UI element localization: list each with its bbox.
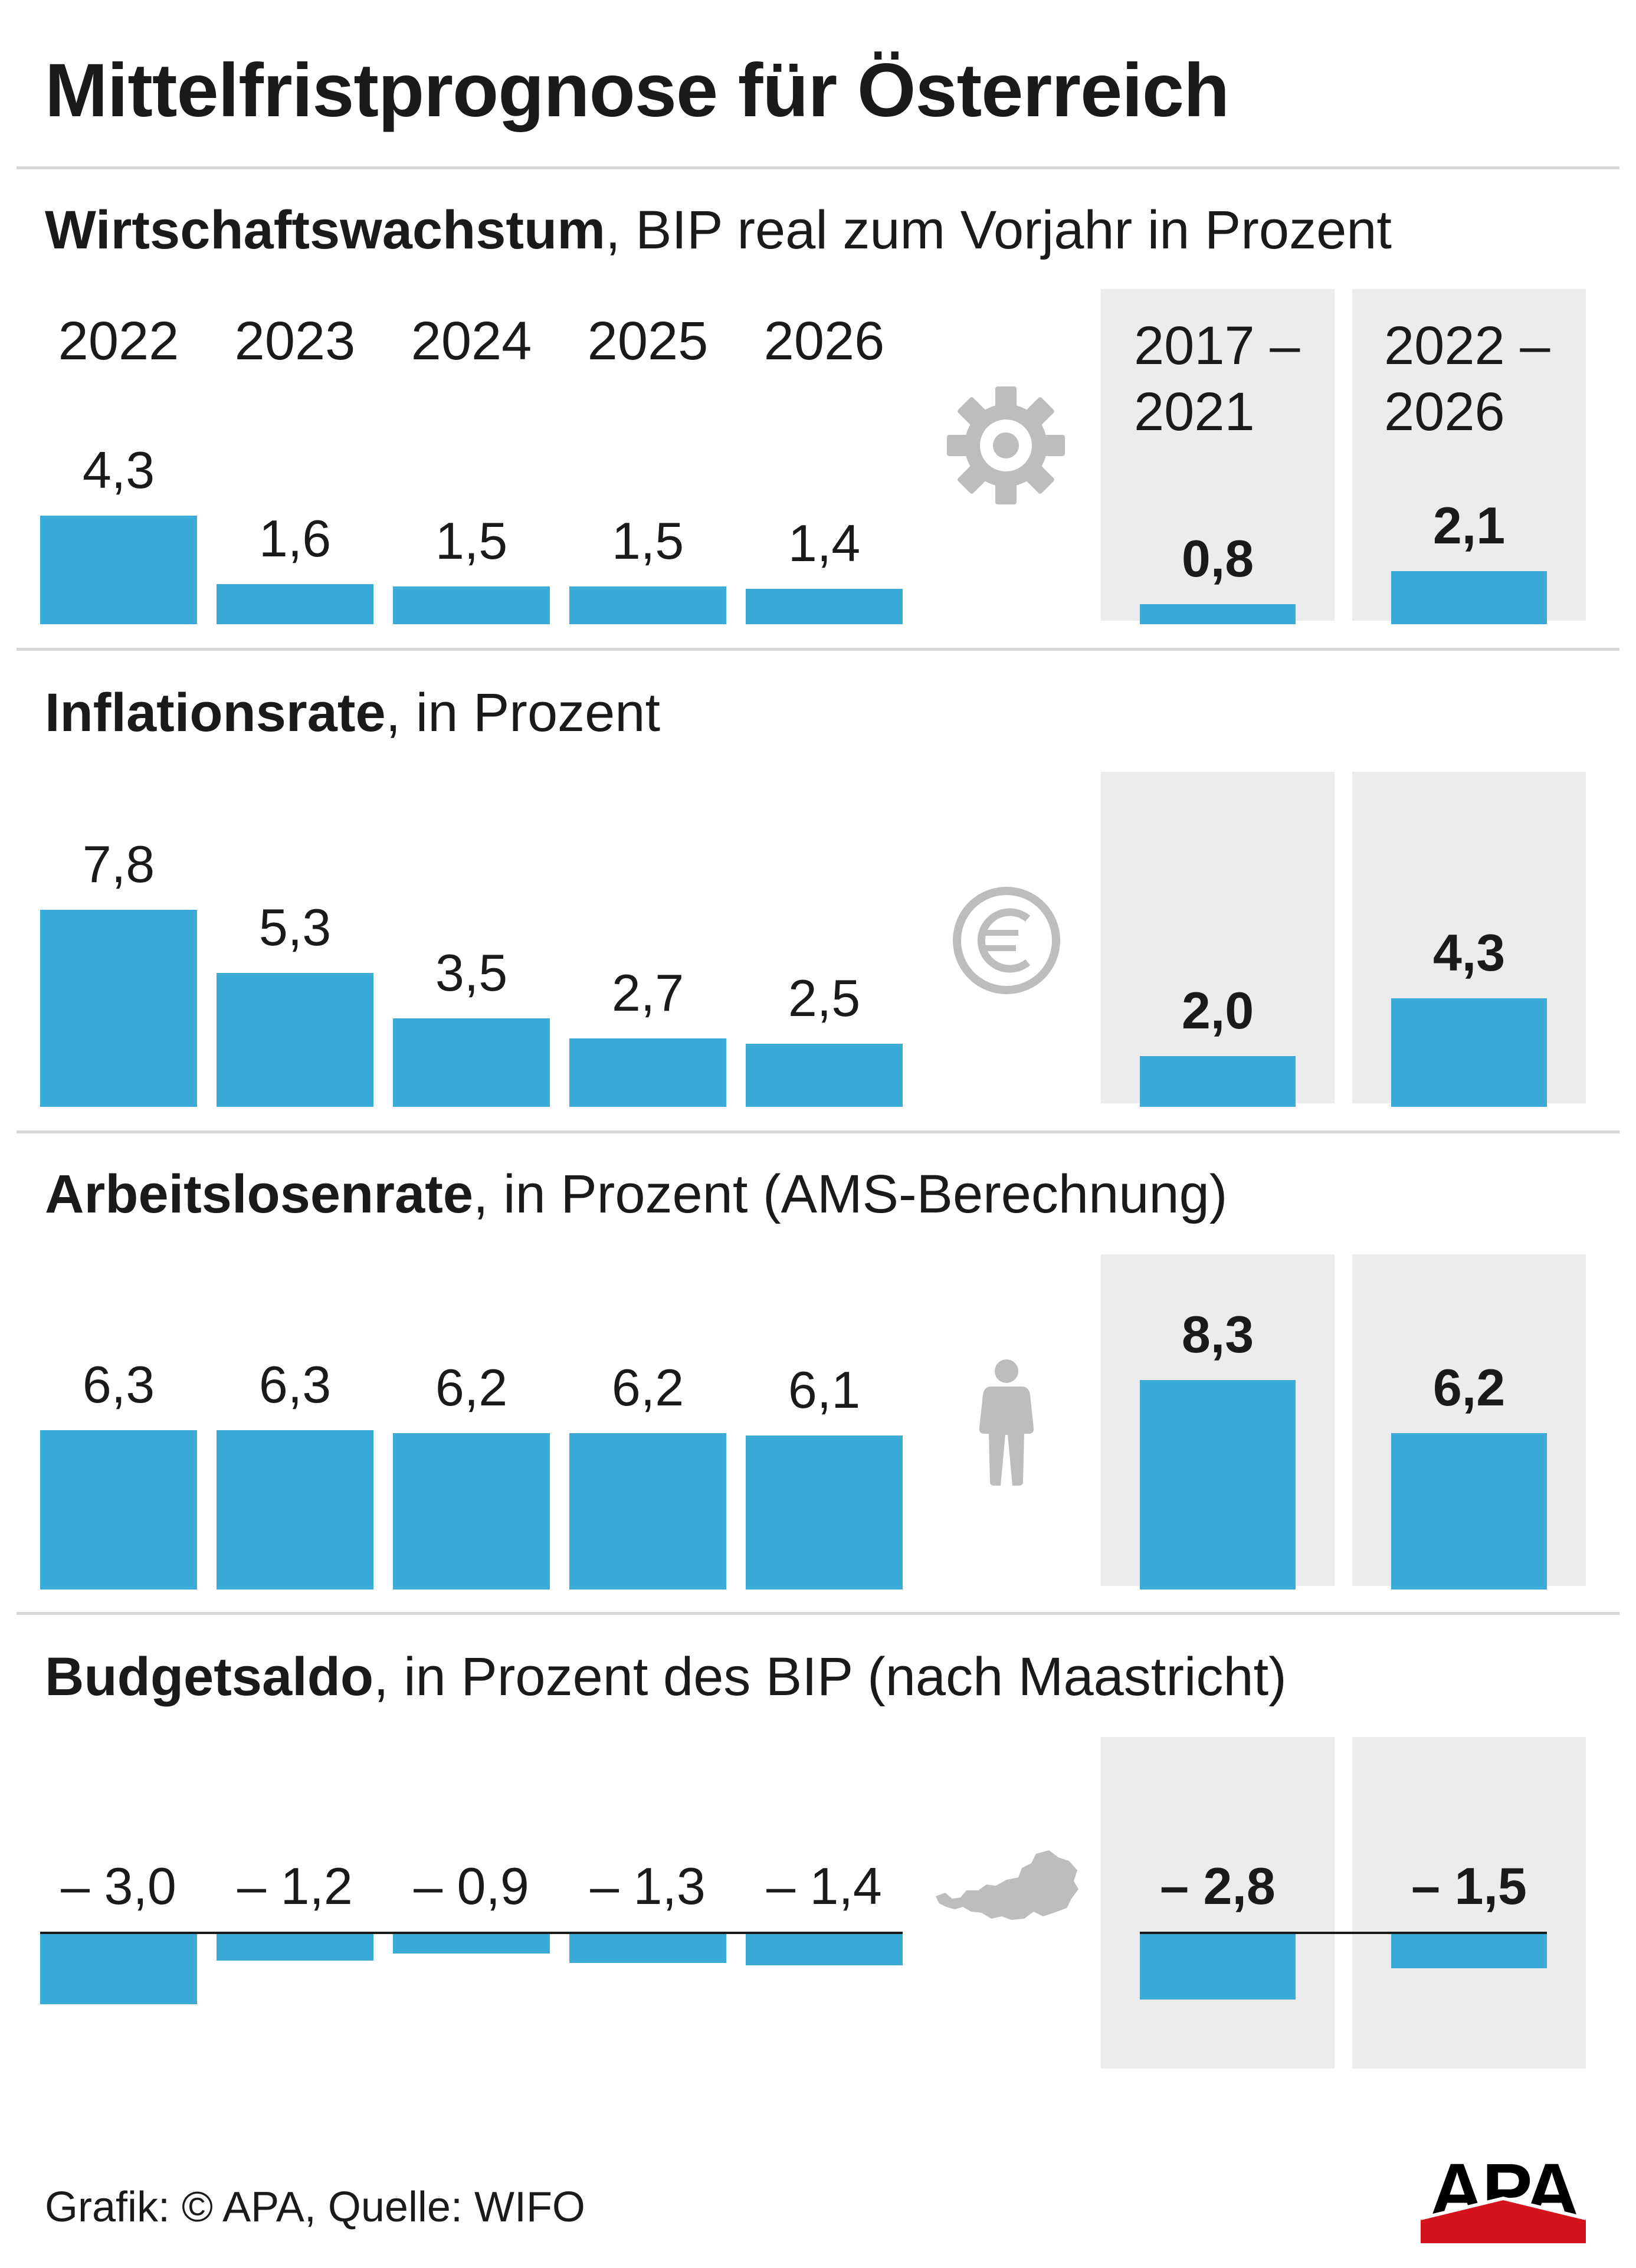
- bar-growth-2026-label: 1,4: [788, 514, 861, 572]
- bar-unemployment-2025-label: 6,2: [611, 1358, 684, 1417]
- bar-inflation-period-2: [1391, 998, 1547, 1107]
- bar-unemployment-2023-label: 6,3: [258, 1355, 332, 1414]
- period-label-line: 2021: [1134, 382, 1255, 442]
- period-label-2017-2021: 2017 – 2021: [1134, 313, 1300, 445]
- period-panel: [1352, 1737, 1586, 2069]
- bar-unemployment-2026-label: 6,1: [788, 1361, 861, 1419]
- bar-growth-2024-label: 1,5: [435, 512, 508, 570]
- bar-inflation-2022-label: 7,8: [82, 835, 155, 893]
- gear-icon: [947, 386, 1065, 504]
- heading-rest: , BIP real zum Vorjahr in Prozent: [605, 200, 1392, 260]
- bar-inflation-2022: [40, 910, 197, 1107]
- heading-bold: Inflationsrate: [45, 683, 386, 743]
- section-heading-inflation: Inflationsrate, in Prozent: [45, 682, 660, 744]
- bar-unemployment-2025: [569, 1433, 726, 1589]
- bar-inflation-2025: [569, 1038, 726, 1107]
- period-label-line: 2026: [1384, 382, 1505, 442]
- bar-unemployment-2024-label: 6,2: [435, 1358, 508, 1417]
- heading-bold: Wirtschaftswachstum: [45, 200, 606, 260]
- bar-budget-2025: [569, 1932, 726, 1963]
- separator: [17, 1130, 1619, 1133]
- bar-unemployment-2022: [40, 1430, 197, 1589]
- bar-inflation-period-1: [1140, 1056, 1296, 1107]
- period-label-line: 2017 –: [1134, 316, 1300, 376]
- bar-growth-2023: [217, 584, 373, 624]
- bar-unemployment-2024: [393, 1433, 550, 1589]
- bar-budget-2023: [217, 1932, 373, 1961]
- section-heading-unemployment: Arbeitslosenrate, in Prozent (AMS-Berech…: [45, 1164, 1227, 1225]
- bar-unemployment-period-1-label: 8,3: [1181, 1305, 1254, 1364]
- bar-growth-period-1: [1140, 604, 1296, 624]
- separator: [17, 648, 1619, 651]
- person-icon: [979, 1359, 1034, 1486]
- section-heading-growth: Wirtschaftswachstum, BIP real zum Vorjah…: [45, 199, 1392, 261]
- period-label-2022-2026: 2022 – 2026: [1384, 313, 1550, 445]
- heading-rest: , in Prozent: [385, 683, 661, 743]
- bar-growth-2025-label: 1,5: [611, 512, 684, 570]
- section-heading-budget: Budgetsaldo, in Prozent des BIP (nach Ma…: [45, 1646, 1287, 1708]
- zero-baseline: [40, 1932, 903, 1934]
- year-label: 2023: [234, 311, 356, 371]
- bar-inflation-2026: [746, 1044, 903, 1107]
- period-panel: [1101, 772, 1335, 1103]
- separator: [17, 1612, 1619, 1615]
- heading-bold: Arbeitslosenrate: [45, 1164, 474, 1224]
- bar-inflation-2024: [393, 1018, 550, 1107]
- bar-unemployment-period-2-label: 6,2: [1432, 1358, 1506, 1417]
- bar-unemployment-period-1: [1140, 1380, 1296, 1589]
- bar-growth-period-2-label: 2,1: [1432, 496, 1506, 555]
- year-label: 2022: [58, 311, 179, 371]
- bar-budget-2023-label: – 1,2: [237, 1857, 353, 1915]
- period-label-line: 2022 –: [1384, 316, 1550, 376]
- bar-growth-2024: [393, 586, 550, 624]
- bar-inflation-period-2-label: 4,3: [1432, 923, 1506, 982]
- bar-budget-2026: [746, 1932, 903, 1965]
- year-label: 2026: [763, 311, 885, 371]
- bar-growth-2025: [569, 586, 726, 624]
- page-title: Mittelfristprognose für Österreich: [45, 48, 1230, 133]
- bar-unemployment-2023: [217, 1430, 373, 1589]
- bar-budget-2022: [40, 1932, 197, 2004]
- bar-growth-period-1-label: 0,8: [1181, 529, 1254, 588]
- period-panel: [1101, 289, 1335, 621]
- bar-budget-2025-label: – 1,3: [590, 1857, 706, 1915]
- bar-inflation-2023-label: 5,3: [258, 898, 332, 956]
- zero-baseline: [1140, 1932, 1547, 1934]
- bar-inflation-2025-label: 2,7: [611, 963, 684, 1022]
- period-panel: [1101, 1737, 1335, 2069]
- year-label: 2024: [411, 311, 532, 371]
- year-label: 2025: [587, 311, 709, 371]
- bar-budget-period-1-label: – 2,8: [1160, 1857, 1276, 1915]
- bar-unemployment-period-2: [1391, 1433, 1547, 1589]
- austria-map-icon: [936, 1850, 1078, 1920]
- heading-rest: , in Prozent (AMS-Berechnung): [473, 1164, 1228, 1224]
- bar-budget-2026-label: – 1,4: [766, 1857, 882, 1915]
- bar-inflation-2024-label: 3,5: [435, 943, 508, 1002]
- euro-icon: [953, 887, 1060, 994]
- source-credit: Grafik: © APA, Quelle: WIFO: [45, 2184, 585, 2231]
- bar-budget-period-2: [1391, 1932, 1547, 1968]
- heading-rest: , in Prozent des BIP (nach Maastricht): [373, 1647, 1287, 1707]
- period-panel: [1352, 289, 1586, 621]
- bar-budget-2024-label: – 0,9: [414, 1857, 529, 1915]
- bar-budget-period-2-label: – 1,5: [1411, 1857, 1527, 1915]
- bar-unemployment-2026: [746, 1435, 903, 1589]
- bar-growth-2023-label: 1,6: [258, 509, 332, 568]
- bar-budget-period-1: [1140, 1932, 1296, 2000]
- bar-inflation-2023: [217, 973, 373, 1107]
- bar-growth-2026: [746, 589, 903, 624]
- bar-inflation-2026-label: 2,5: [788, 969, 861, 1027]
- bar-unemployment-2022-label: 6,3: [82, 1355, 155, 1414]
- bar-growth-2022: [40, 516, 197, 624]
- separator: [17, 166, 1619, 169]
- bar-budget-2024: [393, 1932, 550, 1954]
- bar-budget-2022-label: – 3,0: [61, 1857, 176, 1915]
- bar-growth-2022-label: 4,3: [82, 441, 155, 499]
- bar-inflation-period-1-label: 2,0: [1181, 981, 1254, 1040]
- bar-growth-period-2: [1391, 571, 1547, 624]
- heading-bold: Budgetsaldo: [45, 1647, 374, 1707]
- apa-logo: APA: [1420, 2157, 1586, 2243]
